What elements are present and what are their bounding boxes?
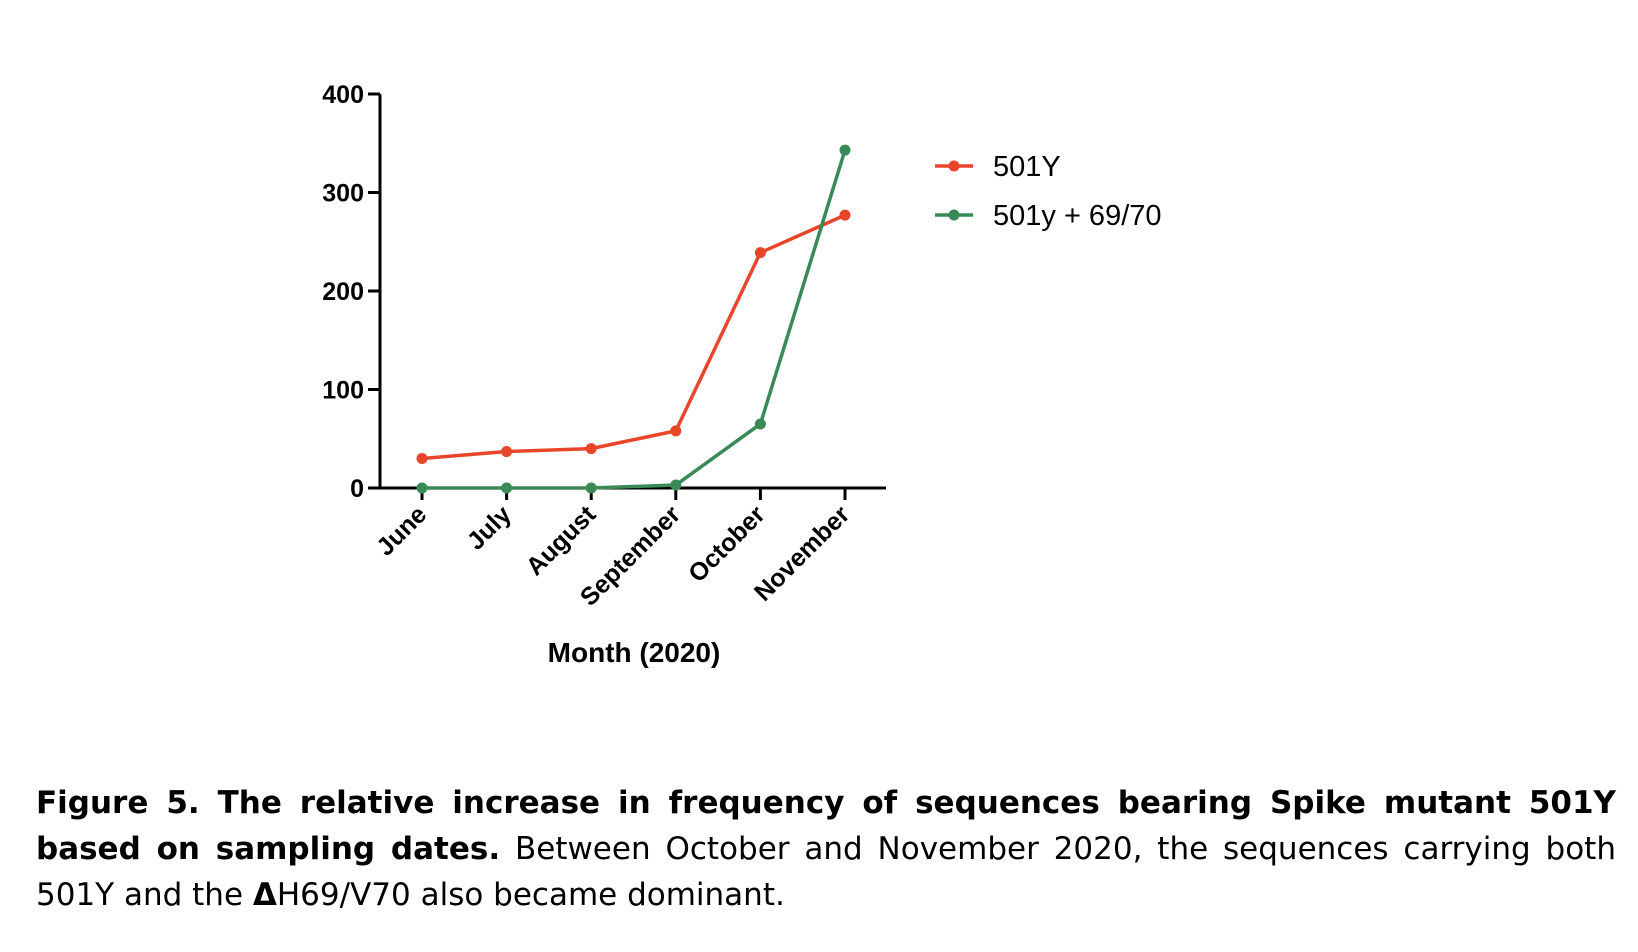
y-tick-label: 0 (350, 475, 364, 503)
series-0-point (839, 209, 851, 221)
series-1-point (416, 482, 428, 494)
x-tick-label: July (462, 500, 517, 555)
caption-bold-title: Figure 5. The relative increase in frequ… (36, 785, 1616, 867)
x-tick-label: June (371, 500, 432, 561)
y-tick-label: 100 (322, 377, 364, 405)
legend-swatch-point-1 (948, 209, 960, 221)
x-axis-title: Month (2020) (548, 637, 721, 668)
chart-legend: 501Y 501y + 69/70 (935, 151, 1162, 232)
y-tick-label: 300 (322, 180, 364, 208)
x-tick-label: August (521, 500, 602, 581)
caption-body: Between October and November 2020, the s… (36, 831, 1616, 913)
legend-swatch-point-0 (948, 160, 960, 172)
series-1-point (501, 482, 513, 494)
figure-caption: Figure 5. The relative increase in frequ… (36, 780, 1616, 918)
chart-series (416, 144, 851, 494)
series-0-point (501, 446, 513, 458)
series-line-0 (421, 213, 846, 461)
legend-label-1: 501y + 69/70 (993, 200, 1162, 232)
series-1-point (754, 418, 766, 430)
series-0-point (754, 247, 766, 259)
series-0-point (585, 443, 597, 455)
series-0-point (416, 452, 428, 464)
series-0-point (670, 425, 682, 437)
series-line-1 (422, 149, 847, 490)
caption-tail: H69/V70 also became dominant. (276, 877, 785, 913)
series-1-point (585, 482, 597, 494)
caption-delta-symbol: Δ (252, 877, 277, 913)
legend-label-0: 501Y (993, 151, 1061, 183)
series-1-point (670, 479, 682, 491)
series-1-point (839, 144, 851, 156)
x-tick-label: October (683, 500, 771, 588)
y-tick-label: 400 (322, 81, 364, 109)
y-tick-label: 200 (322, 278, 364, 306)
